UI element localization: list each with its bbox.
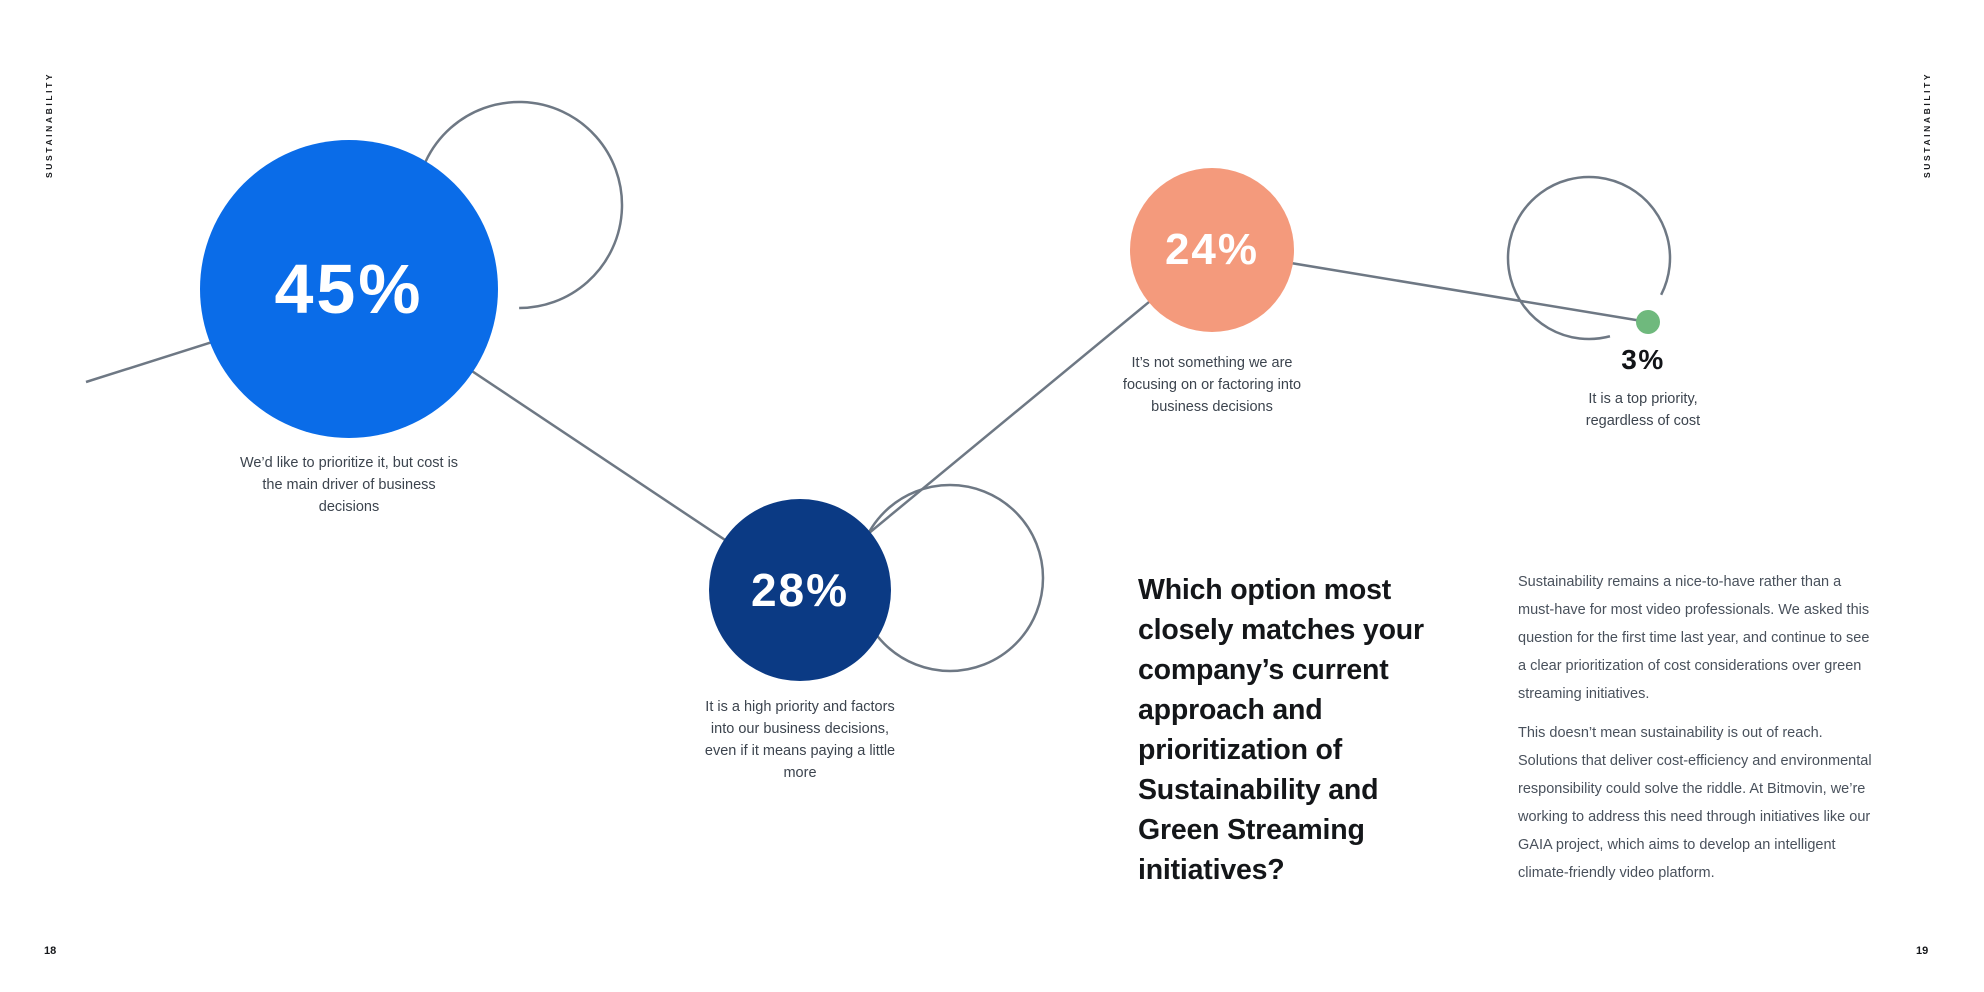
bubble-3-percent-dot <box>1636 310 1660 334</box>
bubble-24-value-label: 24% <box>1164 225 1260 274</box>
caption-45-percent: We’d like to prioritize it, but cost is … <box>239 455 459 515</box>
bubble-28-value-label: 28% <box>750 564 850 616</box>
page-number-left: 18 <box>44 945 57 957</box>
outline-circle-3 <box>1506 175 1672 341</box>
bubble-28-percent: 28% <box>709 499 891 681</box>
bubble-24-percent: 24% <box>1130 168 1294 332</box>
commentary-column: Sustainability remains a nice-to-have ra… <box>1518 568 1880 898</box>
bubble-3-value-label: 3% <box>1621 344 1665 375</box>
bubble-45-percent: 45% <box>200 140 498 438</box>
caption-28-percent: It is a high priority and factors into o… <box>704 699 896 781</box>
commentary-paragraph-2: This doesn’t mean sustainability is out … <box>1518 725 1872 881</box>
caption-3-percent: It is a top priority, regardless of cost <box>1585 391 1701 429</box>
right-margin-label: SUSTAINABILITY <box>1922 71 1932 178</box>
caption-24-percent: It’s not something we are focusing on or… <box>1122 355 1302 415</box>
survey-question-title: Which option most closely matches your c… <box>1138 574 1424 886</box>
page-number-right: 19 <box>1916 945 1929 957</box>
commentary-paragraph-1: Sustainability remains a nice-to-have ra… <box>1518 574 1870 702</box>
left-margin-label: SUSTAINABILITY <box>44 71 54 178</box>
bubble-45-value-label: 45% <box>274 250 424 328</box>
